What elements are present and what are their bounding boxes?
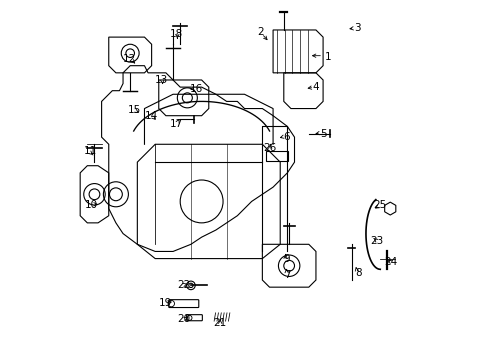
- Text: 9: 9: [283, 253, 289, 264]
- Text: 3: 3: [353, 23, 360, 33]
- Text: 17: 17: [170, 118, 183, 129]
- Text: 18: 18: [170, 28, 183, 39]
- Text: 8: 8: [355, 268, 362, 278]
- Text: 5: 5: [319, 129, 325, 139]
- Text: 7: 7: [284, 270, 290, 280]
- Text: 13: 13: [155, 75, 168, 85]
- Text: 20: 20: [177, 314, 190, 324]
- Text: 6: 6: [283, 132, 289, 142]
- Text: 25: 25: [373, 200, 386, 210]
- Text: 11: 11: [83, 147, 97, 157]
- Text: 1: 1: [325, 52, 331, 62]
- Text: 14: 14: [145, 111, 158, 121]
- Text: 4: 4: [312, 82, 319, 92]
- Text: 19: 19: [159, 298, 172, 308]
- Text: 26: 26: [263, 143, 276, 153]
- Text: 24: 24: [384, 257, 397, 267]
- Text: 15: 15: [127, 105, 141, 115]
- Text: 10: 10: [85, 200, 98, 210]
- Text: 22: 22: [177, 280, 190, 291]
- Text: 21: 21: [212, 318, 225, 328]
- Text: 23: 23: [369, 236, 383, 246]
- Text: 2: 2: [257, 27, 264, 37]
- Text: 16: 16: [189, 84, 203, 94]
- Text: 12: 12: [122, 54, 136, 64]
